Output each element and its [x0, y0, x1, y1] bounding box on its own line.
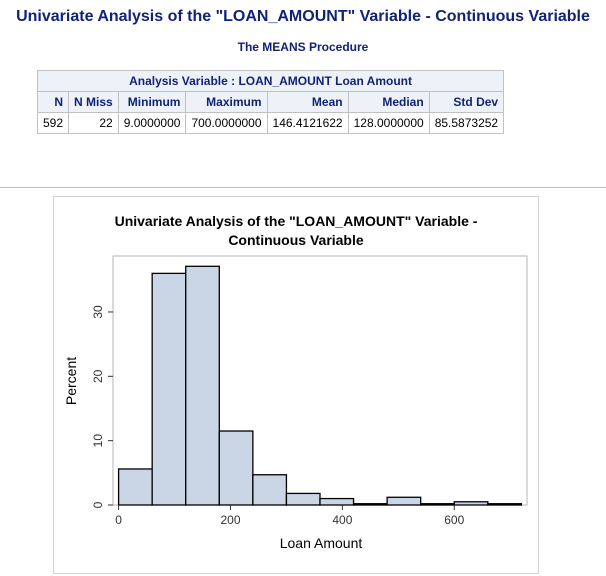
cell-minimum: 9.0000000	[117, 112, 187, 134]
histogram-bar-4	[252, 474, 288, 506]
chart-title-line-2: Continuous Variable	[228, 232, 364, 248]
cell-stddev: 85.5873252	[428, 112, 505, 134]
histogram-bar-11	[487, 503, 523, 506]
y-axis: 0 10 20 30	[91, 305, 113, 508]
y-tick-label: 10	[91, 434, 105, 448]
y-tick-label: 30	[91, 305, 105, 319]
histogram-chart-frame: Univariate Analysis of the "LOAN_AMOUNT"…	[53, 196, 539, 574]
histogram-bar-1	[151, 272, 187, 506]
histogram-bar-3	[218, 430, 254, 506]
histogram-chart: Univariate Analysis of the "LOAN_AMOUNT"…	[63, 213, 528, 551]
means-table-span-header-row: Analysis Variable : LOAN_AMOUNT Loan Amo…	[36, 70, 505, 92]
chart-title-line-1: Univariate Analysis of the "LOAN_AMOUNT"…	[115, 213, 478, 229]
histogram-bar-8	[386, 496, 422, 506]
histogram-bar-7	[352, 503, 388, 506]
cell-maximum: 700.0000000	[185, 112, 268, 134]
cell-median: 128.0000000	[347, 112, 430, 134]
col-header-nmiss: N Miss	[68, 91, 119, 113]
section-divider	[0, 187, 606, 188]
cell-mean: 146.4121622	[266, 112, 349, 134]
col-header-minimum: Minimum	[117, 91, 187, 113]
histogram-bar-2	[185, 265, 220, 506]
x-tick-label: 400	[332, 513, 352, 527]
analysis-variable-header: Analysis Variable : LOAN_AMOUNT Loan Amo…	[36, 70, 505, 92]
histogram-bar-9	[420, 503, 455, 506]
histogram-bars	[117, 265, 523, 506]
col-header-mean: Mean	[266, 91, 349, 113]
col-header-n: N	[36, 91, 70, 113]
x-tick-label: 0	[115, 513, 122, 527]
y-tick-label: 0	[91, 501, 105, 508]
y-tick-label: 20	[91, 369, 105, 383]
histogram-bar-10	[453, 501, 489, 506]
means-table: Analysis Variable : LOAN_AMOUNT Loan Amo…	[36, 70, 505, 134]
col-header-maximum: Maximum	[185, 91, 268, 113]
x-tick-label: 200	[220, 513, 240, 527]
y-axis-label: Percent	[63, 357, 79, 405]
table-row: 592 22 9.0000000 700.0000000 146.4121622…	[36, 112, 505, 134]
x-axis: 0 200 400 600	[115, 505, 465, 527]
cell-n: 592	[36, 112, 70, 134]
x-axis-label: Loan Amount	[280, 535, 363, 551]
main-title: Univariate Analysis of the "LOAN_AMOUNT"…	[16, 8, 590, 25]
means-table-header-row: N N Miss Minimum Maximum Mean Median Std…	[36, 91, 505, 113]
cell-nmiss: 22	[68, 112, 119, 134]
histogram-bar-0	[117, 468, 153, 506]
histogram-bar-6	[319, 497, 355, 506]
x-tick-label: 600	[444, 513, 464, 527]
col-header-median: Median	[347, 91, 430, 113]
col-header-stddev: Std Dev	[428, 91, 505, 113]
procedure-title: The MEANS Procedure	[237, 40, 369, 54]
histogram-bar-5	[285, 492, 321, 506]
